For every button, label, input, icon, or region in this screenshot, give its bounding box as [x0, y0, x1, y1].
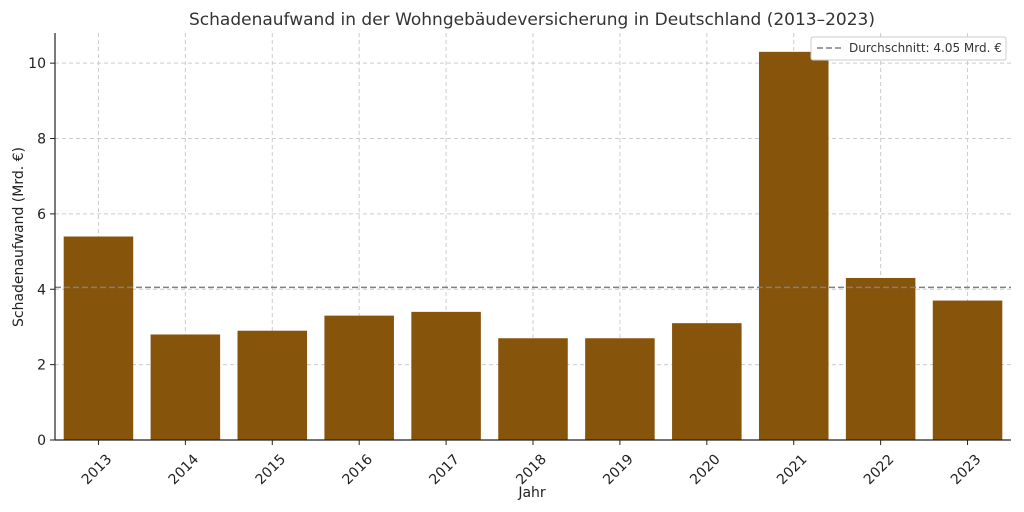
y-tick-label: 2 [37, 358, 46, 374]
bar-2018 [498, 338, 568, 440]
bar-2013 [63, 236, 134, 440]
x-tick-label-2019: 2019 [600, 452, 637, 489]
bar-2015 [237, 330, 308, 440]
axes [50, 33, 1011, 445]
x-tick-label-2021: 2021 [774, 452, 811, 489]
bar-2020 [672, 323, 742, 440]
legend-label-average: Durchschnitt: 4.05 Mrd. € [849, 41, 1002, 55]
bar-2019 [585, 338, 655, 440]
y-axis-label: Schadenaufwand (Mrd. €) [11, 147, 27, 327]
x-tick-label-2023: 2023 [948, 452, 985, 489]
legend: Durchschnitt: 4.05 Mrd. € [810, 36, 1007, 61]
y-tick-label: 0 [37, 433, 46, 449]
x-tick-label-2016: 2016 [339, 451, 376, 488]
y-tick-label: 8 [37, 132, 46, 148]
x-tick-label-2018: 2018 [513, 452, 550, 489]
bar-2021 [758, 51, 829, 441]
chart-title: Schadenaufwand in der Wohngebäudeversich… [189, 10, 875, 30]
bars [63, 51, 1003, 441]
x-tick-label-2022: 2022 [861, 452, 898, 489]
x-tick-label-2014: 2014 [166, 451, 203, 488]
bar-2016 [324, 315, 394, 440]
x-tick-label-2015: 2015 [253, 452, 290, 489]
bar-2014 [150, 334, 221, 440]
x-tick-label-2013: 2013 [79, 452, 116, 489]
y-tick-label: 10 [28, 56, 46, 72]
x-tick-label-2017: 2017 [426, 452, 463, 489]
y-tick-label: 4 [37, 282, 46, 298]
x-tick-label-2020: 2020 [687, 452, 724, 489]
bar-2017 [411, 311, 481, 440]
y-tick-label: 6 [37, 207, 46, 223]
bar-2022 [845, 277, 916, 440]
legend-box [810, 36, 1007, 61]
bar-2023 [932, 300, 1003, 440]
x-axis-label: Jahr [517, 485, 546, 501]
